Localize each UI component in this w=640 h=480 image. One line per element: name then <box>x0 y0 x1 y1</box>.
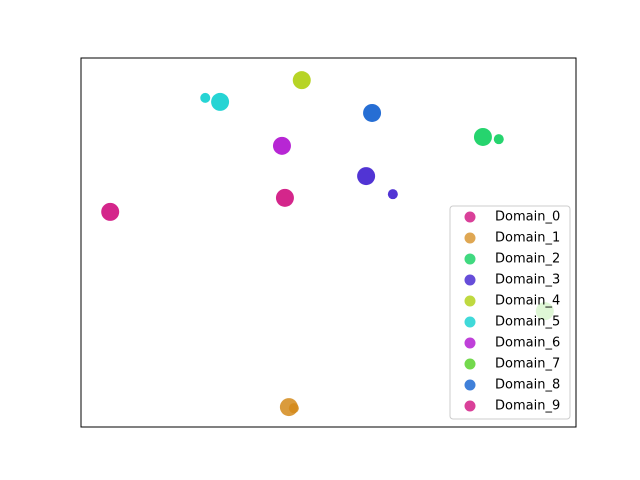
legend-marker <box>464 337 476 349</box>
point <box>473 127 492 146</box>
legend-label: Domain_7 <box>495 357 560 372</box>
legend-marker <box>464 253 476 265</box>
legend-marker <box>464 316 476 328</box>
legend-marker <box>464 211 476 223</box>
point <box>275 188 294 207</box>
legend-label: Domain_1 <box>495 231 560 246</box>
point <box>292 71 311 90</box>
legend-marker <box>464 274 476 286</box>
legend-label: Domain_6 <box>495 336 560 351</box>
point <box>357 167 376 186</box>
legend-marker <box>464 232 476 244</box>
legend-marker <box>464 358 476 370</box>
point <box>363 103 382 122</box>
point <box>387 189 398 200</box>
point <box>101 202 120 221</box>
legend-label: Domain_5 <box>495 315 560 330</box>
legend-label: Domain_8 <box>495 378 560 393</box>
point <box>272 136 291 155</box>
legend-label: Domain_3 <box>495 273 560 288</box>
legend-marker <box>464 295 476 307</box>
legend-label: Domain_0 <box>495 210 560 225</box>
point <box>200 92 211 103</box>
legend-label: Domain_2 <box>495 252 560 267</box>
legend-label: Domain_4 <box>495 294 560 309</box>
point <box>288 403 299 414</box>
legend-box <box>449 205 571 420</box>
legend-marker <box>464 400 476 412</box>
point <box>493 134 504 145</box>
legend-marker <box>464 379 476 391</box>
legend-label: Domain_9 <box>495 399 560 414</box>
point <box>211 92 230 111</box>
